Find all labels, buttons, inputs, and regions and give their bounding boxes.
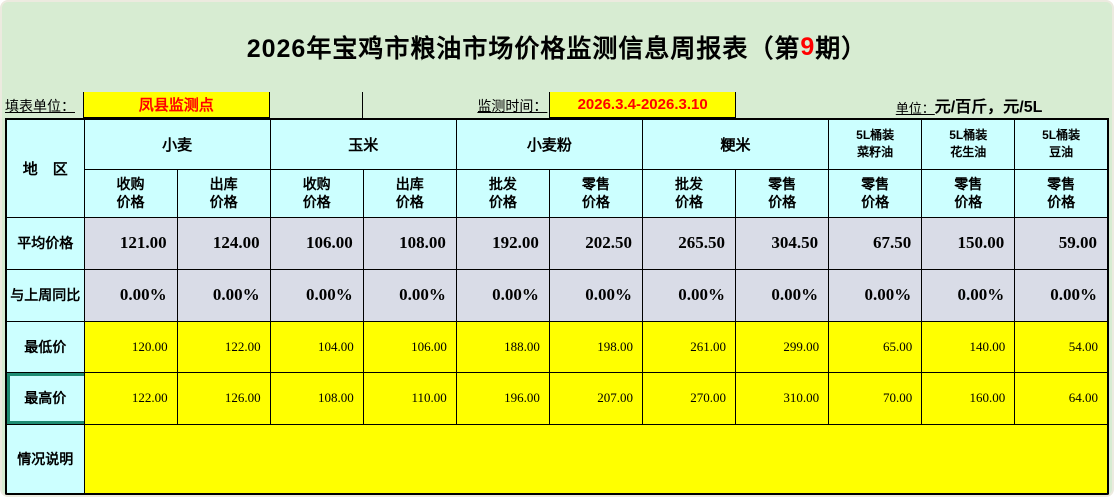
price-unit-label: 单位： <box>895 101 935 116</box>
col-sub-header: 零售 价格 <box>828 168 923 218</box>
price-cell[interactable]: 121.00 <box>83 216 178 270</box>
col-sub-header: 批发 价格 <box>455 168 550 218</box>
price-unit-value: 元/百斤，元/5L <box>934 99 1043 116</box>
col-sub-header: 零售 价格 <box>921 168 1016 218</box>
price-cell[interactable]: 192.00 <box>455 216 550 270</box>
price-cell[interactable]: 207.00 <box>548 371 643 425</box>
price-cell[interactable]: 196.00 <box>455 371 550 425</box>
info-bar: 填表单位： 凤县监测点 监测时间： 2026.3.4-2026.3.10 单位：… <box>5 92 1109 118</box>
col-group-corn: 玉米 <box>269 118 457 170</box>
percent-cell[interactable]: 0.00% <box>83 268 178 322</box>
row-label-wow: 与上周同比 <box>5 268 85 322</box>
row-label-max: 最高价 <box>5 371 85 425</box>
region-header: 地 区 <box>5 118 85 218</box>
col-sub-header: 收购 价格 <box>83 168 178 218</box>
percent-cell[interactable]: 0.00% <box>548 268 643 322</box>
week-over-week-row: 与上周同比 0.00% 0.00% 0.00% 0.00% 0.00% 0.00… <box>5 268 1109 322</box>
price-cell[interactable]: 106.00 <box>269 216 364 270</box>
price-cell[interactable]: 104.00 <box>269 320 364 373</box>
col-sub-header: 出库 价格 <box>176 168 271 218</box>
price-cell[interactable]: 124.00 <box>176 216 271 270</box>
price-cell[interactable]: 59.00 <box>1014 216 1109 270</box>
percent-cell[interactable]: 0.00% <box>735 268 830 322</box>
title-issue-number: 9 <box>800 32 816 61</box>
price-cell[interactable]: 65.00 <box>828 320 923 373</box>
price-cell[interactable]: 122.00 <box>176 320 271 373</box>
price-cell[interactable]: 188.00 <box>455 320 550 373</box>
percent-cell[interactable]: 0.00% <box>1014 268 1109 322</box>
col-sub-header: 零售 价格 <box>548 168 643 218</box>
col-group-wheat: 小麦 <box>83 118 271 170</box>
col-group-japonica-rice: 粳米 <box>641 118 830 170</box>
monitor-time-label: 监测时间： <box>477 98 548 114</box>
price-cell[interactable]: 270.00 <box>641 371 737 425</box>
page-title: 2026年宝鸡市粮油市场价格监测信息周报表（第 9 期） <box>2 2 1112 92</box>
price-cell[interactable]: 140.00 <box>921 320 1016 373</box>
info-spacer <box>363 92 456 118</box>
col-sub-header: 收购 价格 <box>269 168 364 218</box>
col-sub-header: 零售 价格 <box>735 168 830 218</box>
title-text-suffix: 期） <box>815 35 868 63</box>
percent-cell[interactable]: 0.00% <box>828 268 923 322</box>
col-group-peanut-oil: 5L桶装 花生油 <box>921 118 1016 170</box>
percent-cell[interactable]: 0.00% <box>455 268 550 322</box>
price-cell[interactable]: 70.00 <box>828 371 923 425</box>
percent-cell[interactable]: 0.00% <box>269 268 364 322</box>
situation-note-row: 情况说明 <box>5 423 1109 495</box>
percent-cell[interactable]: 0.00% <box>362 268 457 322</box>
row-label-average: 平均价格 <box>5 216 85 270</box>
price-cell[interactable]: 122.00 <box>83 371 178 425</box>
col-group-soybean-oil: 5L桶装 豆油 <box>1014 118 1109 170</box>
percent-cell[interactable]: 0.00% <box>921 268 1016 322</box>
price-cell[interactable]: 261.00 <box>641 320 737 373</box>
price-cell[interactable]: 108.00 <box>362 216 457 270</box>
price-cell[interactable]: 106.00 <box>362 320 457 373</box>
col-sub-header: 零售 价格 <box>1014 168 1109 218</box>
price-cell[interactable]: 202.50 <box>548 216 643 270</box>
percent-cell[interactable]: 0.00% <box>641 268 737 322</box>
col-sub-header: 出库 价格 <box>362 168 457 218</box>
percent-cell[interactable]: 0.00% <box>176 268 271 322</box>
price-cell[interactable]: 198.00 <box>548 320 643 373</box>
price-cell[interactable]: 120.00 <box>83 320 178 373</box>
price-cell[interactable]: 108.00 <box>269 371 364 425</box>
row-label-min: 最低价 <box>5 320 85 373</box>
price-cell[interactable]: 160.00 <box>921 371 1016 425</box>
title-text-prefix: 2026年宝鸡市粮油市场价格监测信息周报表（第 <box>246 35 801 63</box>
situation-note-cell[interactable] <box>83 423 1109 495</box>
price-table: 地 区 小麦 玉米 小麦粉 粳米 5L桶装 菜籽油 5L桶装 花生油 5L桶装 … <box>5 118 1109 495</box>
col-group-wheat-flour: 小麦粉 <box>455 118 643 170</box>
price-cell[interactable]: 310.00 <box>735 371 830 425</box>
price-cell[interactable]: 110.00 <box>362 371 457 425</box>
form-unit-value-cell[interactable]: 凤县监测点 <box>83 92 270 118</box>
min-price-row: 最低价 120.00 122.00 104.00 106.00 188.00 1… <box>5 320 1109 373</box>
average-price-row: 平均价格 121.00 124.00 106.00 108.00 192.00 … <box>5 216 1109 270</box>
price-cell[interactable]: 64.00 <box>1014 371 1109 425</box>
info-spacer <box>736 92 829 118</box>
price-cell[interactable]: 126.00 <box>176 371 271 425</box>
price-cell[interactable]: 54.00 <box>1014 320 1109 373</box>
col-group-rapeseed-oil: 5L桶装 菜籽油 <box>828 118 923 170</box>
price-unit: 单位： 元/百斤，元/5L <box>829 92 1109 118</box>
max-price-row: 最高价 122.00 126.00 108.00 110.00 196.00 2… <box>5 371 1109 425</box>
monitor-time-value-cell[interactable]: 2026.3.4-2026.3.10 <box>549 92 736 118</box>
price-cell[interactable]: 150.00 <box>921 216 1016 270</box>
price-cell[interactable]: 299.00 <box>735 320 830 373</box>
form-unit-label: 填表单位： <box>5 98 75 114</box>
col-sub-header: 批发 价格 <box>641 168 737 218</box>
price-cell[interactable]: 265.50 <box>641 216 737 270</box>
price-cell[interactable]: 304.50 <box>735 216 830 270</box>
row-label-situation: 情况说明 <box>5 423 85 495</box>
price-cell[interactable]: 67.50 <box>828 216 923 270</box>
info-spacer <box>270 92 363 118</box>
